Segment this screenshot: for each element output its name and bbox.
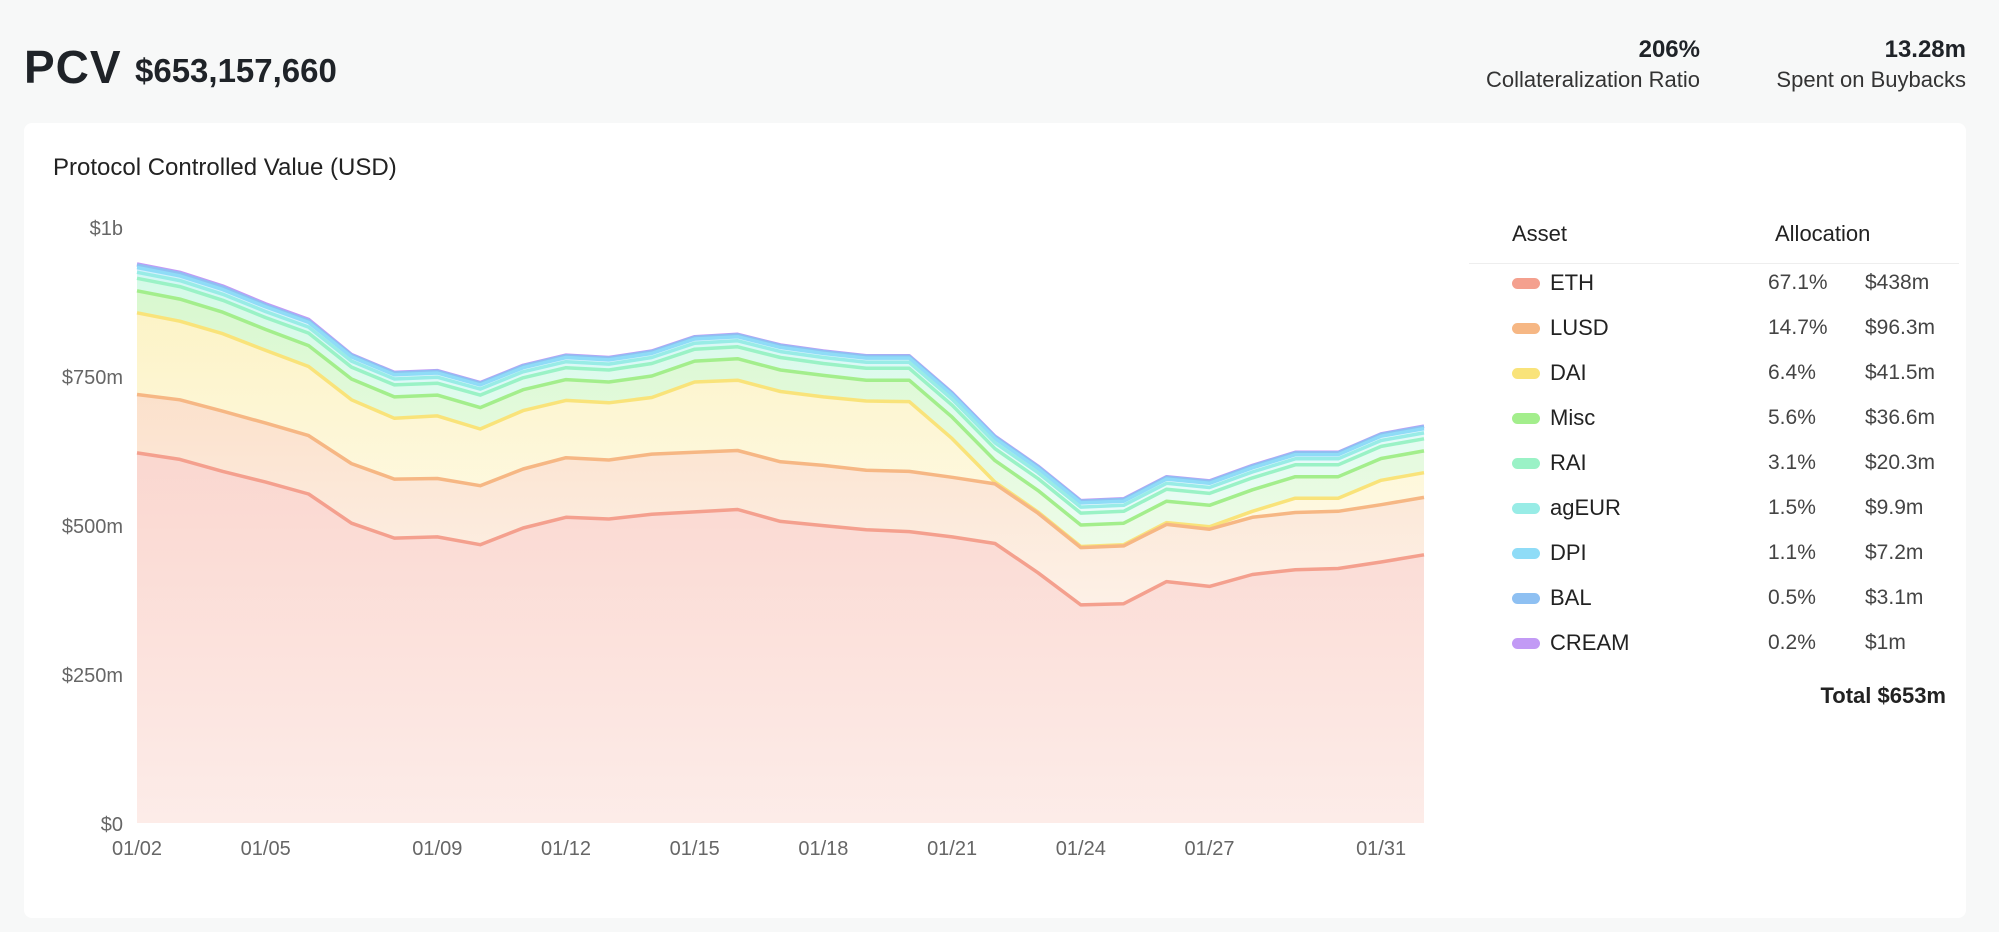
legend-asset-pct: 1.5% xyxy=(1768,496,1816,519)
collateralization-value: 206% xyxy=(1638,36,1700,63)
collateralization-stat: 206% Collateralization Ratio xyxy=(1486,36,1700,93)
x-tick-label: 01/21 xyxy=(927,838,977,860)
x-tick-label: 01/12 xyxy=(541,838,591,860)
area-eth xyxy=(137,452,1424,823)
legend-swatch xyxy=(1512,458,1540,469)
line-ageur xyxy=(136,270,1425,509)
pcv-chart-card: Protocol Controlled Value (USD) $0 $250m $… xyxy=(24,123,1966,918)
pcv-total-value: $653,157,660 xyxy=(135,52,337,89)
legend-row-ageur[interactable]: agEUR 1.5% $9.9m xyxy=(1469,491,1959,536)
line-eth xyxy=(136,451,1425,607)
line-dpi xyxy=(136,265,1425,505)
x-tick-label: 01/24 xyxy=(1056,838,1106,860)
legend-header: Asset Allocation xyxy=(1469,213,1959,264)
legend-swatch xyxy=(1512,593,1540,604)
legend-asset-name: DAI xyxy=(1550,360,1587,385)
legend-row-cream[interactable]: CREAM 0.2% $1m xyxy=(1469,626,1959,671)
legend-asset-pct: 5.6% xyxy=(1768,406,1816,429)
x-tick-label: 01/05 xyxy=(241,838,291,860)
line-misc xyxy=(136,289,1425,527)
buybacks-label: Spent on Buybacks xyxy=(1776,67,1966,92)
legend-asset-value: $9.9m xyxy=(1865,496,1924,519)
legend-row-dpi[interactable]: DPI 1.1% $7.2m xyxy=(1469,536,1959,581)
legend-asset-header: Asset xyxy=(1512,221,1568,246)
legend-swatch xyxy=(1512,323,1540,334)
page-header: PCV $653,157,660 206% Collateralization … xyxy=(0,0,1999,120)
legend-asset-pct: 0.5% xyxy=(1768,586,1816,609)
legend-swatch xyxy=(1512,368,1540,379)
x-tick-label: 01/27 xyxy=(1184,838,1234,860)
y-tick-label: $0 xyxy=(101,814,123,836)
legend-swatch xyxy=(1512,278,1540,289)
legend-asset-name: CREAM xyxy=(1550,630,1630,655)
legend-asset-pct: 3.1% xyxy=(1768,451,1816,474)
x-tick-label: 01/15 xyxy=(670,838,720,860)
legend-row-misc[interactable]: Misc 5.6% $36.6m xyxy=(1469,401,1959,446)
legend-asset-pct: 1.1% xyxy=(1768,541,1816,564)
legend-swatch xyxy=(1512,548,1540,559)
collateralization-label: Collateralization Ratio xyxy=(1486,67,1700,92)
line-lusd xyxy=(136,392,1425,550)
chart-title: Protocol Controlled Value (USD) xyxy=(53,154,397,181)
legend-asset-name: BAL xyxy=(1550,585,1592,610)
legend-row-dai[interactable]: DAI 6.4% $41.5m xyxy=(1469,356,1959,401)
legend-asset-value: $3.1m xyxy=(1865,586,1924,609)
legend-asset-name: agEUR xyxy=(1550,495,1621,520)
buybacks-value: 13.28m xyxy=(1884,36,1966,63)
legend-asset-value: $96.3m xyxy=(1865,316,1936,339)
legend-asset-value: $36.6m xyxy=(1865,406,1936,429)
legend-asset-pct: 14.7% xyxy=(1768,316,1828,339)
y-tick-label: $750m xyxy=(62,367,123,389)
legend-row-lusd[interactable]: LUSD 14.7% $96.3m xyxy=(1469,311,1959,356)
legend-asset-name: LUSD xyxy=(1550,315,1609,340)
area-dai xyxy=(137,312,1424,548)
legend-asset-pct: 6.4% xyxy=(1768,361,1816,384)
legend-asset-value: $438m xyxy=(1865,271,1930,294)
y-tick-label: $250m xyxy=(62,665,123,687)
legend-asset-value: $7.2m xyxy=(1865,541,1924,564)
legend-total: Total $653m xyxy=(1820,683,1946,708)
legend-asset-pct: 0.2% xyxy=(1768,631,1816,654)
pcv-area-chart[interactable]: $0 $250m $500m $750m $1b 01/02 01/05 01/09 01/12… xyxy=(24,123,1464,918)
legend-asset-name: RAI xyxy=(1550,450,1587,475)
line-rai xyxy=(136,276,1425,515)
line-dai xyxy=(136,311,1425,549)
legend-row-eth[interactable]: ETH 67.1% $438m xyxy=(1469,266,1959,311)
legend-swatch xyxy=(1512,413,1540,424)
legend-row-bal[interactable]: BAL 0.5% $3.1m xyxy=(1469,581,1959,626)
legend-asset-value: $20.3m xyxy=(1865,451,1936,474)
y-tick-label: $1b xyxy=(90,218,123,240)
legend-row-rai[interactable]: RAI 3.1% $20.3m xyxy=(1469,446,1959,491)
legend-asset-name: DPI xyxy=(1550,540,1587,565)
legend-swatch xyxy=(1512,503,1540,514)
x-tick-label: 01/18 xyxy=(798,838,848,860)
legend-asset-value: $41.5m xyxy=(1865,361,1936,384)
x-tick-label: 01/31 xyxy=(1356,838,1406,860)
x-tick-label: 01/09 xyxy=(412,838,462,860)
legend-swatch xyxy=(1512,638,1540,649)
legend-asset-value: $1m xyxy=(1865,631,1906,654)
page-title: PCV xyxy=(24,41,122,93)
x-tick-label: 01/02 xyxy=(112,838,162,860)
legend-asset-name: ETH xyxy=(1550,270,1594,295)
area-lusd xyxy=(137,394,1424,605)
legend-asset-pct: 67.1% xyxy=(1768,271,1828,294)
legend-asset-name: Misc xyxy=(1550,405,1596,430)
buybacks-stat: 13.28m Spent on Buybacks xyxy=(1776,36,1966,93)
legend-allocation-header: Allocation xyxy=(1775,221,1871,246)
y-tick-label: $500m xyxy=(62,516,123,538)
